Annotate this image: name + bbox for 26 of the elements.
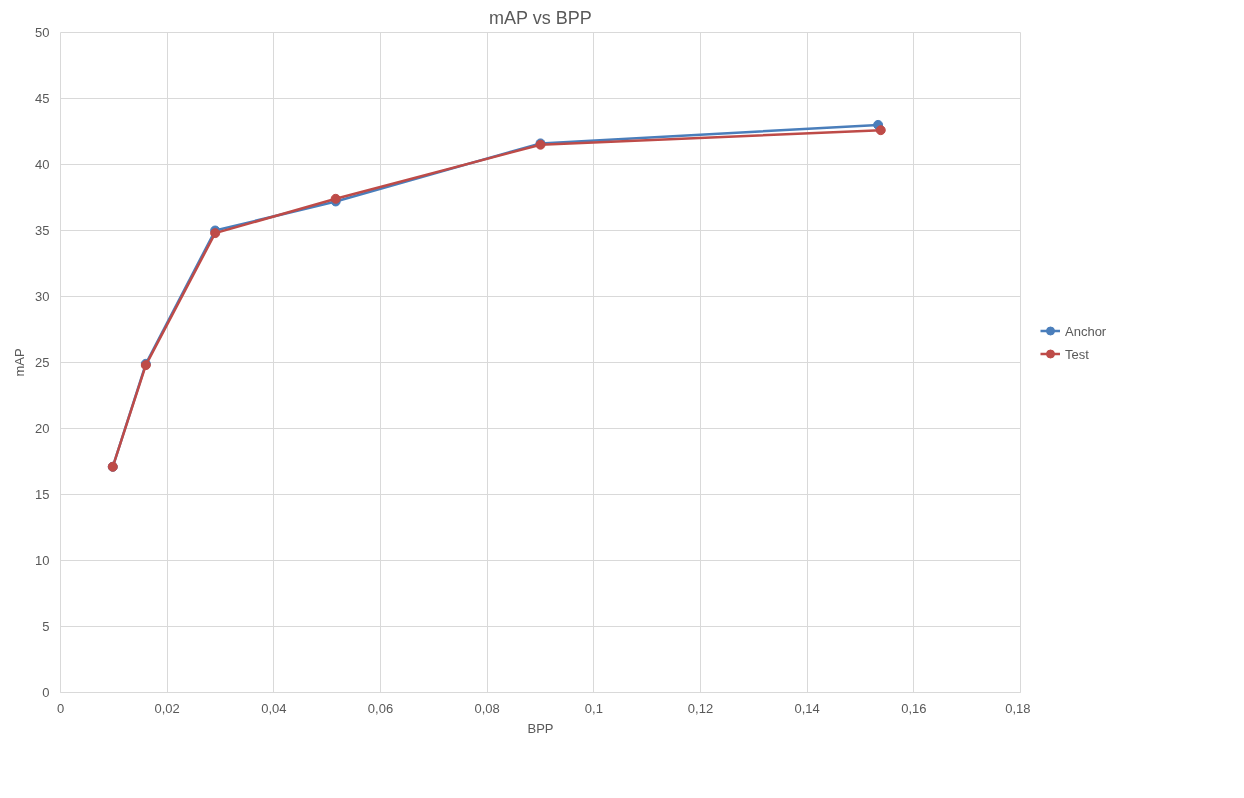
y-axis-title: mAP	[12, 348, 28, 377]
x-tick-label: 0,06	[367, 700, 394, 716]
x-tick-label: 0,12	[687, 700, 714, 716]
x-tick-label: 0	[56, 700, 65, 716]
y-tick-label: 15	[35, 487, 50, 502]
y-tick-label: 0	[42, 685, 50, 700]
x-tick-label: 0,02	[154, 700, 180, 716]
y-tick-label: 10	[35, 553, 50, 568]
y-tick-label: 5	[42, 619, 50, 634]
x-tick-label: 0,18	[1005, 700, 1031, 716]
y-tick-label: 25	[35, 355, 50, 370]
legend-label: Test	[1065, 346, 1089, 362]
x-tick-label: 0,04	[261, 700, 287, 716]
y-tick-label: 50	[35, 25, 50, 40]
x-tick-label: 0,1	[584, 700, 603, 716]
y-tick-label: 45	[35, 91, 50, 106]
x-tick-label: 0,14	[794, 700, 820, 716]
x-axis-title: BPP	[527, 720, 554, 736]
y-tick-label: 40	[35, 157, 50, 172]
y-tick-label: 35	[35, 223, 50, 238]
chart-title: mAP vs BPP	[488, 7, 592, 28]
y-tick-label: 20	[35, 421, 50, 436]
y-tick-label: 30	[35, 289, 50, 304]
legend-label: Anchor	[1065, 323, 1107, 339]
x-tick-label: 0,08	[474, 700, 500, 716]
x-tick-label: 0,16	[901, 700, 927, 716]
